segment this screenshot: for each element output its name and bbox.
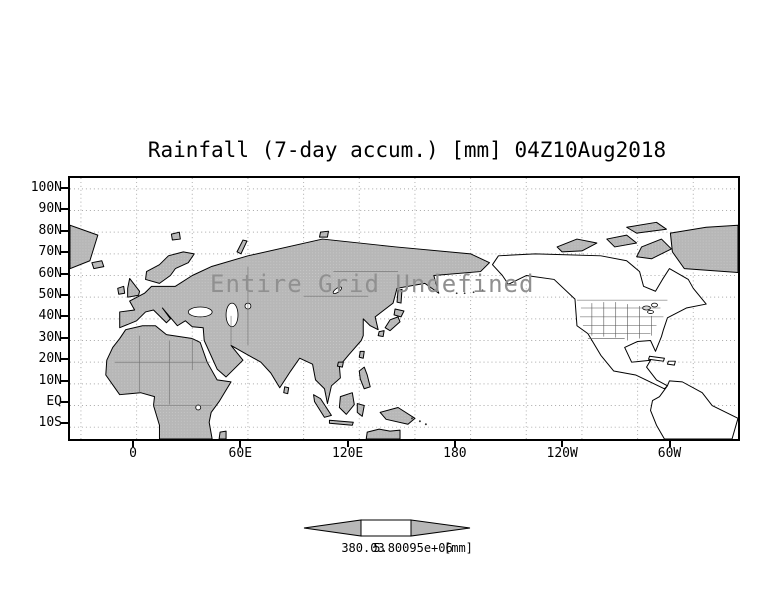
sri-lanka (283, 386, 290, 395)
x-tick-label: 120E (331, 446, 364, 461)
colorbar-under-arrow (303, 519, 362, 537)
iceland (91, 260, 105, 270)
y-tick-label: 90N (38, 201, 62, 217)
x-tick-mark (132, 441, 134, 447)
hainan (336, 361, 344, 368)
x-tick-mark (668, 441, 671, 447)
y-tick-mark (61, 208, 68, 211)
lake-baikal (332, 286, 343, 294)
x-tick-label: 60E (228, 446, 253, 461)
lake-victoria (195, 404, 202, 411)
cuba (648, 355, 665, 362)
colorbar: 380.03 5.80095e+06 [mm] (303, 519, 483, 561)
colorbar-unit-label: [mm] (444, 541, 473, 555)
y-tick-mark (61, 422, 68, 425)
y-tick-label: 40N (38, 308, 62, 324)
colorbar-min-label: 380.03 (341, 541, 385, 555)
taiwan (358, 350, 365, 359)
y-tick-label: 80N (38, 222, 62, 238)
novaya-zemlya (236, 239, 248, 255)
land-white (491, 253, 738, 439)
great-lake-2 (651, 302, 658, 308)
y-tick-label: 30N (38, 329, 62, 345)
philippines (358, 366, 371, 390)
hokkaido (393, 308, 405, 318)
colorbar-shape (303, 519, 471, 537)
x-tick-mark (453, 441, 456, 447)
africa (105, 325, 232, 439)
greenland-left-edge (70, 224, 99, 270)
great-lake-3 (647, 310, 654, 314)
caspian-sea (225, 302, 239, 328)
y-tick-label: 10S (38, 415, 62, 431)
colorbar-over-arrow (410, 519, 471, 537)
y-tick-label: 50N (38, 287, 62, 302)
kyushu (377, 330, 385, 338)
y-tick-label: EQ (46, 394, 62, 409)
y-tick-mark (61, 251, 68, 254)
x-tick-mark (346, 441, 349, 447)
sulawesi (356, 403, 365, 417)
madagascar (218, 430, 227, 439)
y-tick-label: 20N (38, 351, 62, 367)
x-tick-label: 120W (546, 446, 578, 461)
new-guinea (379, 406, 416, 425)
world-map (70, 178, 738, 439)
britain (127, 277, 141, 298)
severnaya-zemlya (319, 230, 329, 238)
us-state-borders (576, 299, 668, 341)
x-tick-label: 180 (443, 446, 467, 461)
lakes (187, 286, 658, 411)
scandinavia (145, 251, 195, 284)
plot-area: Entire Grid Undefined (68, 176, 740, 441)
sumatra (313, 394, 332, 418)
y-tick-mark (61, 336, 68, 339)
x-tick-label: 0 (129, 446, 137, 461)
y-tick-mark (61, 401, 68, 403)
y-tick-mark (61, 294, 68, 296)
y-tick-mark (61, 187, 68, 189)
y-tick-label: 100N (30, 180, 62, 195)
x-tick-mark (561, 441, 564, 447)
black-sea (187, 306, 213, 318)
pacific-islands (410, 417, 427, 426)
eurasia (119, 238, 490, 405)
land-gray (70, 221, 738, 439)
colorbar-max-label: 5.80095e+06 (373, 541, 453, 555)
sakhalin (396, 288, 403, 304)
svalbard (170, 231, 181, 241)
y-tick-label: 70N (38, 244, 62, 260)
y-tick-mark (61, 315, 68, 318)
ireland (117, 285, 126, 295)
y-tick-mark (61, 272, 68, 275)
colorbar-mid-box (360, 519, 412, 537)
y-tick-label: 60N (38, 265, 62, 281)
x-tick-mark (239, 441, 242, 447)
java (328, 419, 354, 426)
y-tick-mark (61, 379, 68, 382)
country-borders (114, 266, 399, 406)
baffin-island (636, 238, 672, 260)
arctic-island-2 (606, 234, 638, 248)
x-tick-label: 60W (657, 446, 682, 461)
south-america (650, 380, 738, 439)
y-tick-mark (61, 229, 68, 232)
y-tick-label: 10N (38, 372, 62, 388)
north-america (491, 253, 707, 390)
arctic-island-1 (556, 238, 598, 253)
aleutian-islands (455, 283, 501, 295)
hispaniola (666, 360, 676, 366)
overlay-text: Entire Grid Undefined (210, 270, 535, 298)
greenland-right-edge (669, 224, 738, 274)
honshu (384, 316, 401, 332)
australia-north (365, 428, 401, 439)
ellesmere-island (626, 221, 667, 234)
y-tick-mark (61, 358, 68, 361)
borneo (338, 392, 355, 415)
chart-title: Rainfall (7-day accum.) [mm] 04Z10Aug201… (147, 138, 667, 162)
